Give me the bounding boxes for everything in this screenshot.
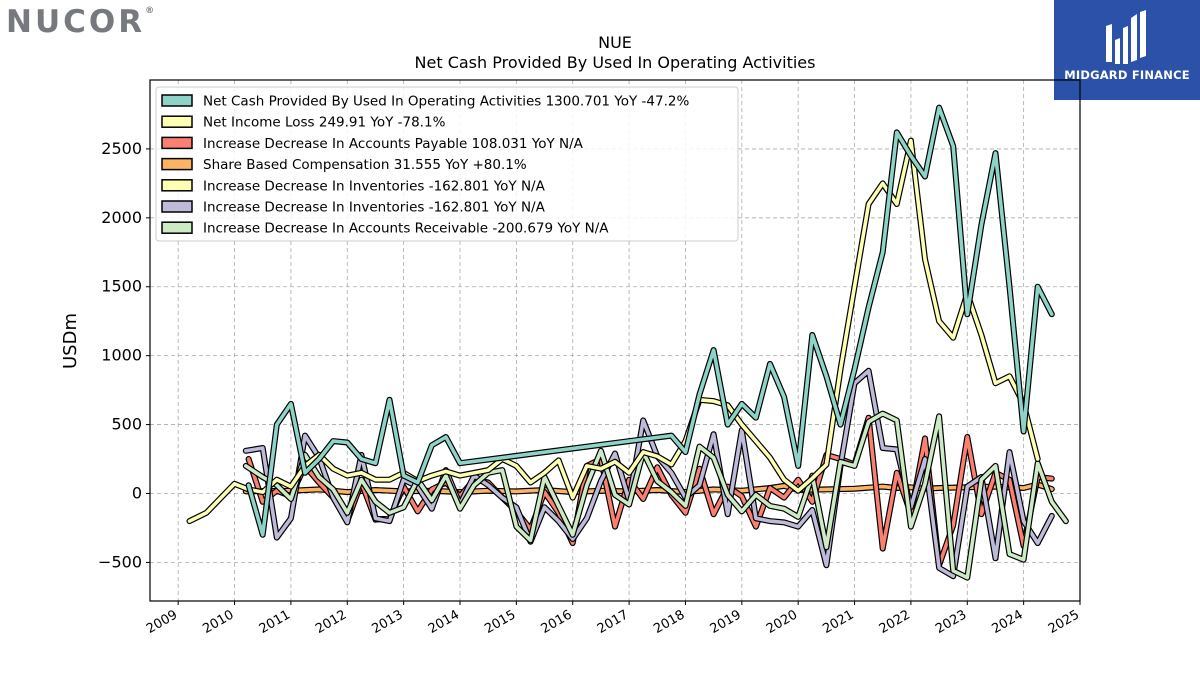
x-tick-label: 2012 [313, 607, 349, 637]
chart-title: NUE [598, 33, 632, 52]
chart-subtitle: Net Cash Provided By Used In Operating A… [415, 53, 816, 72]
x-tick-label: 2011 [257, 607, 293, 637]
x-tick-label: 2009 [144, 607, 180, 637]
series-line-6 [244, 411, 1068, 580]
x-tick-label: 2019 [708, 607, 744, 637]
y-tick-label: −500 [98, 552, 142, 571]
publisher-name: MIDGARD FINANCE [1064, 68, 1190, 82]
legend-label: Increase Decrease In Inventories -162.80… [203, 178, 546, 194]
company-logo: NUCOR® [6, 4, 154, 40]
x-tick-label: 2020 [764, 607, 800, 637]
x-tick-label: 2021 [820, 607, 856, 637]
publisher-logo-box: MIDGARD FINANCE [1054, 0, 1200, 100]
x-tick-label: 2025 [1046, 607, 1082, 637]
y-tick-label: 0 [132, 483, 142, 502]
legend-swatch [161, 157, 193, 171]
legend-swatch [161, 221, 193, 234]
legend-swatch [161, 115, 193, 128]
company-logo-text: NUCOR [6, 4, 146, 40]
y-tick-label: 2500 [101, 139, 142, 158]
y-tick-label: 500 [111, 415, 142, 434]
x-tick-label: 2013 [369, 607, 405, 637]
legend-swatch [161, 94, 193, 107]
x-tick-label: 2010 [200, 607, 236, 637]
legend: Net Cash Provided By Used In Operating A… [155, 86, 739, 242]
legend-label: Increase Decrease In Inventories -162.80… [203, 200, 546, 216]
legend-swatch [161, 179, 193, 192]
x-tick-label: 2016 [539, 607, 575, 637]
series-line-0 [246, 105, 1054, 537]
y-tick-label: 1000 [101, 346, 142, 365]
x-tick-label: 2015 [482, 607, 518, 637]
x-tick-label: 2022 [877, 607, 913, 637]
legend-label: Increase Decrease In Accounts Payable 10… [203, 136, 584, 152]
y-axis-label: USDm [60, 313, 81, 369]
x-tick-label: 2023 [933, 607, 969, 637]
legend-swatch [161, 200, 193, 213]
x-tick-label: 2014 [426, 607, 462, 637]
registered-mark: ® [145, 6, 155, 16]
legend-swatch [161, 136, 193, 150]
series-line-1 [187, 138, 1040, 523]
x-tick-label: 2017 [595, 607, 631, 637]
plot-area-frame [149, 79, 1081, 602]
legend-label: Share Based Compensation 31.555 YoY +80.… [203, 157, 527, 173]
legend-label: Increase Decrease In Accounts Receivable… [203, 221, 609, 237]
publisher-logo-icon [1106, 10, 1146, 64]
y-tick-label: 1500 [101, 277, 142, 296]
legend-label: Net Income Loss 249.91 YoY -78.1% [203, 115, 446, 131]
series-layer [186, 104, 1069, 581]
x-tick-label: 2018 [651, 607, 687, 637]
y-tick-label: 2000 [101, 208, 142, 227]
legend-box [155, 86, 739, 242]
x-tick-label: 2024 [989, 607, 1025, 637]
legend-label: Net Cash Provided By Used In Operating A… [203, 94, 689, 110]
